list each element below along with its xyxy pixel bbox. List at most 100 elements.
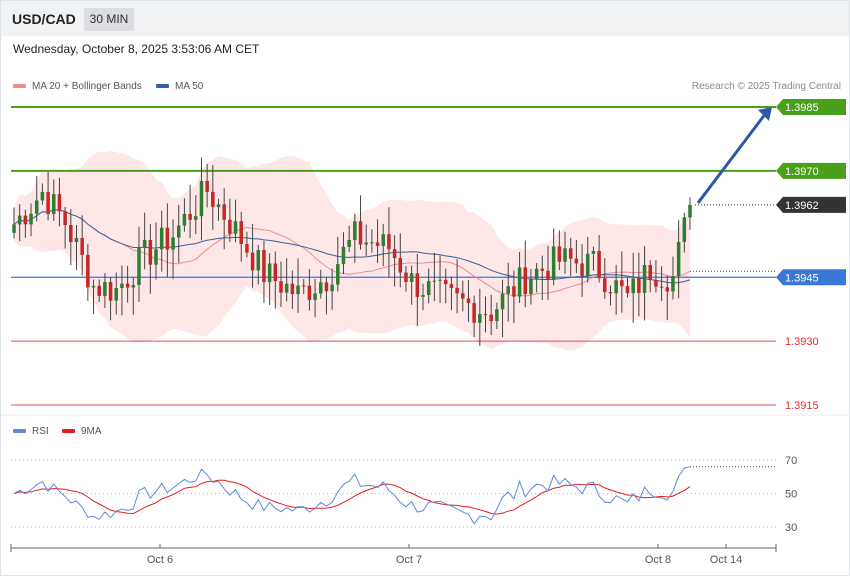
rsi-tick-70: 70 <box>785 455 797 467</box>
candle-body <box>574 258 579 264</box>
candle-body <box>137 247 141 285</box>
candle-body <box>495 309 499 322</box>
candle-body <box>256 249 261 271</box>
legend-9ma-swatch <box>62 429 75 434</box>
candle-body <box>12 224 16 233</box>
candle-body <box>296 285 300 295</box>
candle-body <box>370 242 374 244</box>
candle-body <box>620 280 624 287</box>
legend-rsi: RSI <box>13 426 49 437</box>
candle-body <box>63 211 67 225</box>
candle-body <box>358 221 363 245</box>
symbol-title: USD/CAD <box>12 11 76 27</box>
candle-body <box>654 280 658 287</box>
level-tag-1.3962 <box>776 196 846 213</box>
candle-body <box>665 287 670 292</box>
candle-body <box>529 279 533 295</box>
candle-body <box>688 204 692 218</box>
candle-body <box>159 227 164 250</box>
candle-body <box>17 215 22 225</box>
candle-body <box>438 279 442 281</box>
rsi-9ma-line <box>13 479 691 515</box>
candle-body <box>103 282 107 296</box>
candle-body <box>29 213 33 225</box>
candle-body <box>324 282 329 292</box>
legend-ma20-swatch <box>13 84 26 89</box>
candle-body <box>188 213 192 220</box>
candle-body <box>608 292 613 294</box>
candle-body <box>239 221 243 245</box>
candle-body <box>455 287 459 294</box>
candle-body <box>387 234 391 250</box>
candle-body <box>500 293 505 310</box>
legend-9ma: 9MA <box>62 426 102 437</box>
candle-body <box>483 314 488 316</box>
candle-body <box>182 213 187 226</box>
candle-body <box>449 284 454 288</box>
candle-body <box>114 288 119 301</box>
candle-body <box>426 280 431 296</box>
candle-body <box>176 225 181 238</box>
candle-body <box>131 284 136 288</box>
rsi-line <box>13 466 691 525</box>
candle-body <box>404 272 408 282</box>
candle-body <box>585 253 590 276</box>
legend-ma50-label: MA 50 <box>175 81 204 92</box>
candle-body <box>563 248 567 262</box>
candle-body <box>245 244 249 253</box>
candle-body <box>194 216 198 220</box>
candle-body <box>489 314 493 322</box>
candle-body <box>57 194 62 212</box>
candle-body <box>199 180 204 217</box>
candle-body <box>228 219 232 234</box>
candle-body <box>466 298 471 304</box>
legend-ma50-swatch <box>156 84 169 89</box>
candle-body <box>336 264 340 285</box>
candle-body <box>472 303 476 323</box>
candle-body <box>625 286 630 294</box>
forecast-arrow-shaft <box>696 112 768 204</box>
candle-body <box>330 284 334 292</box>
candle-body <box>398 258 403 273</box>
candle-body <box>262 249 266 282</box>
candle-body <box>40 191 45 201</box>
candle-body <box>540 268 545 271</box>
candle-body <box>318 282 323 294</box>
level-tag-1.3985 <box>776 99 846 115</box>
candle-body <box>69 224 73 243</box>
x-tick-label: Oct 7 <box>396 554 422 566</box>
candle-body <box>347 239 351 247</box>
level-label-1.3930: 1.3930 <box>785 336 819 348</box>
ma50-line <box>13 209 691 284</box>
candle-body <box>557 246 562 262</box>
candle-body <box>512 286 516 297</box>
candle-body <box>222 204 226 220</box>
candle-body <box>91 285 96 288</box>
ma20-line <box>13 209 691 297</box>
candle-body <box>46 191 50 214</box>
rsi-tick-50: 50 <box>785 489 797 501</box>
candle-body <box>74 237 79 243</box>
level-tag-1.3945 <box>776 269 846 286</box>
candle-body <box>461 293 465 299</box>
timeframe-button[interactable]: 30 MIN <box>84 8 134 31</box>
candle-body <box>580 263 584 276</box>
candle-body <box>313 293 317 300</box>
candle-body <box>506 286 510 294</box>
candle-body <box>307 285 312 300</box>
candle-body <box>171 237 175 250</box>
candle-body <box>409 273 414 282</box>
candle-body <box>86 254 90 288</box>
x-tick-label: Oct 6 <box>147 554 173 566</box>
candle-body <box>517 267 522 297</box>
candle-body <box>284 283 289 293</box>
candle-body <box>273 263 278 282</box>
candle-body <box>523 267 528 295</box>
x-tick-label: Oct 8 <box>645 554 671 566</box>
chart-header: USD/CAD 30 MIN <box>1 1 849 36</box>
candle-body <box>97 285 101 296</box>
candle-body <box>659 286 664 288</box>
candle-body <box>421 295 425 297</box>
candle-body <box>233 221 238 234</box>
candle-body <box>125 283 130 288</box>
